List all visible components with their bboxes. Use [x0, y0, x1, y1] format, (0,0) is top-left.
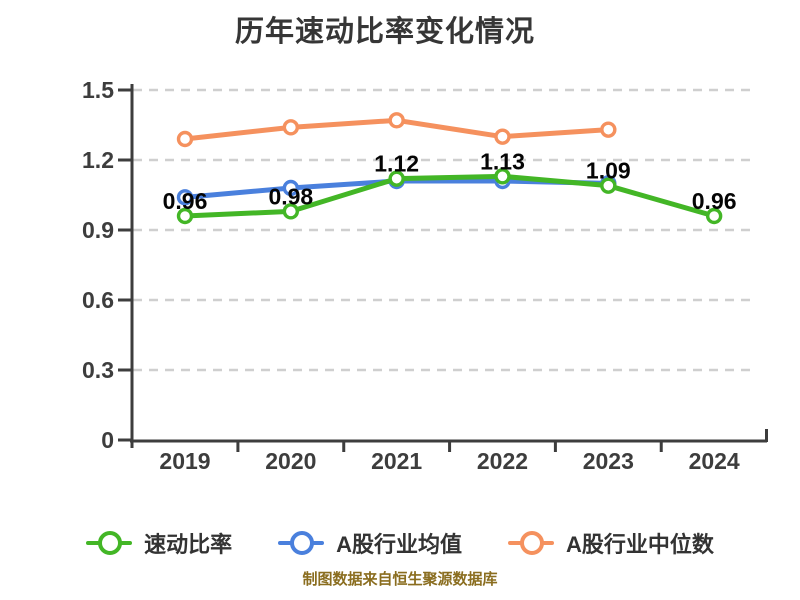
- legend-circle-icon: [290, 531, 315, 555]
- data-point-label: 0.96: [692, 188, 737, 214]
- x-tick-label: 2019: [159, 448, 210, 474]
- data-point-label: 1.09: [586, 158, 631, 184]
- data-point-marker: [600, 177, 617, 194]
- data-labels: 0.96 0.98 1.12 1.13 1.09 0.96: [163, 148, 737, 214]
- chart-title: 历年速动比率变化情况: [234, 16, 535, 48]
- x-tick-label: 2022: [477, 448, 528, 474]
- axes: 0 0.3 0.6 0.9 1.2 1.5 2019 2020 2021 2022 2023 2024: [82, 77, 768, 474]
- legend-marker-industry-mean: [278, 530, 325, 556]
- x-tick-label: 2020: [265, 448, 316, 474]
- y-tick-label: 0: [101, 427, 114, 453]
- y-tick-label: 0.6: [82, 287, 114, 313]
- series-industry-median: [176, 112, 617, 148]
- legend-circle-icon: [520, 531, 544, 555]
- data-point-label: 0.98: [268, 183, 313, 209]
- series-quick-ratio: [176, 168, 723, 225]
- legend-item-quick-ratio: 速动比率: [86, 527, 232, 559]
- data-point-marker: [494, 168, 511, 185]
- y-tick-label: 0.9: [82, 217, 114, 243]
- chart-legend: 速动比率 A股行业均值 A股行业中位数: [0, 524, 800, 562]
- data-point-marker: [282, 179, 300, 197]
- legend-marker-quick-ratio: [86, 530, 133, 556]
- x-tick-label: 2023: [583, 448, 634, 474]
- legend-item-industry-median: A股行业中位数: [508, 527, 714, 559]
- legend-circle-icon: [98, 531, 123, 555]
- data-source-note: 制图数据来自恒生聚源数据库: [302, 571, 498, 588]
- data-point-marker: [705, 207, 723, 225]
- data-point-marker: [388, 112, 405, 129]
- data-point-label: 0.96: [163, 188, 208, 214]
- data-point-marker: [600, 121, 617, 138]
- gridlines: [133, 88, 757, 372]
- data-point-label: 1.13: [480, 148, 525, 174]
- data-point-label: 1.12: [374, 151, 419, 177]
- y-tick-label: 1.2: [82, 147, 114, 173]
- legend-item-industry-mean: A股行业均值: [278, 527, 462, 559]
- line-chart: 0 0.3 0.6 0.9 1.2 1.5 2019 2020 2021 2022 2023 2024…: [82, 77, 768, 474]
- data-point-marker: [176, 130, 194, 148]
- legend-label: A股行业均值: [336, 532, 462, 557]
- legend-label: A股行业中位数: [566, 532, 714, 557]
- data-point-marker: [282, 119, 300, 136]
- data-point-marker: [176, 207, 194, 225]
- data-point-marker: [494, 128, 511, 145]
- y-tick-label: 0.3: [82, 357, 114, 383]
- data-point-marker: [176, 189, 194, 206]
- x-tick-label: 2024: [689, 448, 740, 474]
- legend-label: 速动比率: [144, 532, 233, 557]
- x-tick-label: 2021: [371, 448, 422, 474]
- data-point-marker: [282, 203, 300, 220]
- legend-marker-industry-median: [508, 530, 554, 556]
- y-tick-label: 1.5: [82, 77, 114, 103]
- data-point-marker: [388, 170, 405, 187]
